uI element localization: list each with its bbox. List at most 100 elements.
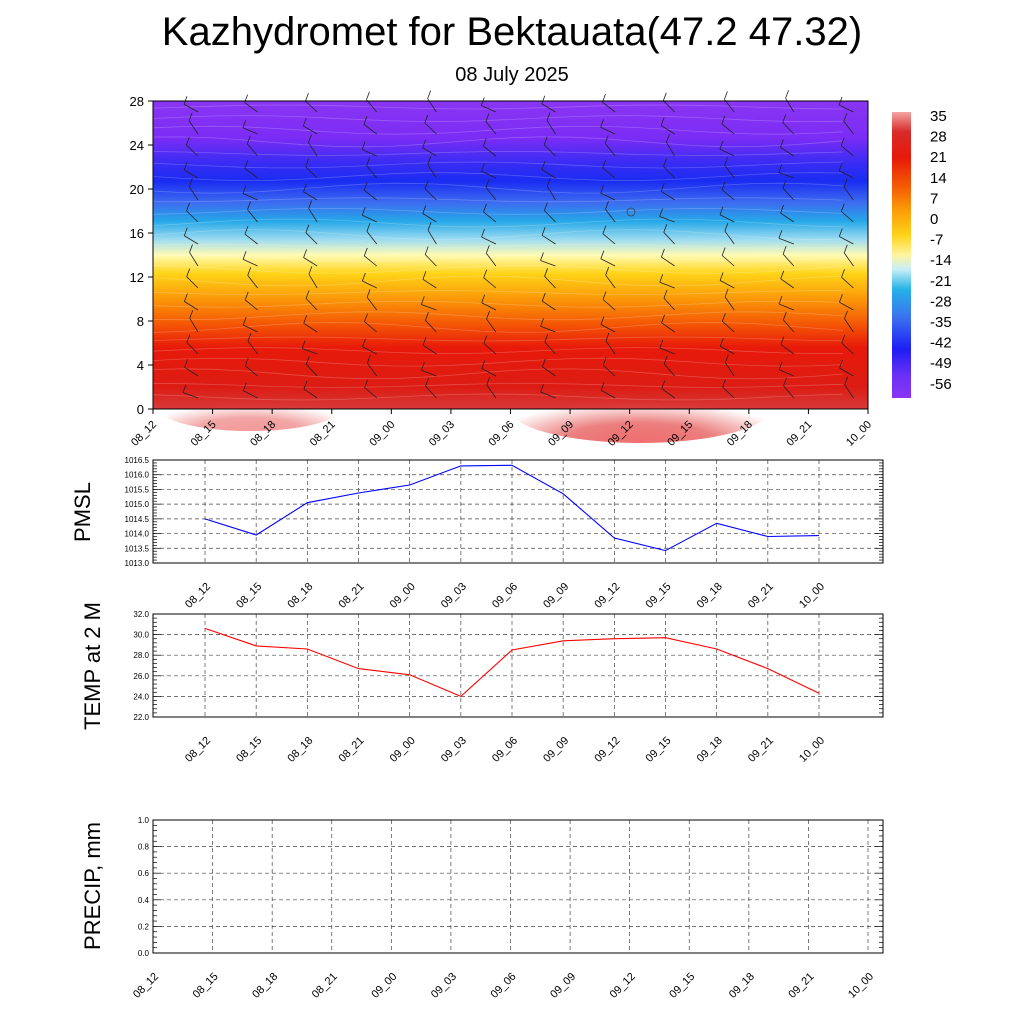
heatmap-contour	[152, 347, 843, 355]
wind-barb-flag	[305, 92, 309, 102]
wind-barb-flag	[242, 382, 247, 391]
wind-barb	[481, 302, 497, 311]
wind-barb-flag	[782, 180, 787, 189]
heatmap-contour	[152, 368, 844, 380]
heatmap-contour	[152, 218, 844, 228]
wind-barb	[425, 320, 437, 333]
wind-barb	[783, 385, 795, 399]
wind-barb-flag	[782, 245, 787, 255]
wind-barb	[841, 276, 854, 289]
wind-barb-flag	[544, 333, 549, 343]
precip-y-tick-label: 0.0	[138, 949, 150, 958]
heatmap-x-tick-label: 09_21	[784, 419, 814, 449]
wind-barb	[244, 299, 258, 311]
wind-barb-flag	[663, 224, 668, 233]
wind-barb-flag	[541, 95, 546, 104]
wind-barb	[543, 144, 556, 157]
wind-barb	[366, 99, 378, 113]
wind-barb	[301, 348, 318, 355]
wind-barb-flag	[362, 338, 366, 347]
wind-barb	[542, 300, 556, 311]
wind-barb	[186, 276, 199, 289]
wind-barb	[602, 233, 616, 245]
heatmap-y-tick-label: 20	[130, 182, 144, 197]
colorbar-label: -49	[930, 355, 952, 372]
precip-y-tick-label: 1.0	[138, 816, 150, 825]
wind-barb-flag	[544, 202, 548, 211]
wind-barb-flag	[604, 135, 609, 144]
pmsl-y-tick-label: 1014.0	[125, 530, 150, 539]
wind-barb-flag	[666, 134, 670, 143]
wind-barb	[427, 230, 437, 245]
wind-barb-flag	[422, 139, 426, 148]
wind-barb-flag	[605, 332, 610, 342]
wind-barb-flag	[780, 270, 785, 279]
wind-barb-flag	[302, 117, 307, 127]
wind-barb-flag	[422, 336, 427, 346]
heatmap-contour	[152, 172, 844, 182]
temp-2m-x-tick-label: 08_12	[183, 735, 213, 765]
wind-barb	[483, 277, 497, 289]
heatmap-y-tick-label: 12	[130, 270, 144, 285]
wind-barb	[363, 124, 377, 135]
wind-barb-flag	[183, 161, 188, 171]
heatmap-y-tick-label: 8	[137, 314, 144, 329]
wind-barb	[303, 191, 318, 201]
wind-barb	[839, 367, 854, 377]
wind-barb	[362, 280, 377, 289]
colorbar-label: 14	[930, 170, 947, 187]
precip-x-tick-label: 10_00	[846, 971, 876, 1001]
wind-barb	[188, 186, 199, 201]
temp-2m-x-tick-label: 10_00	[797, 735, 827, 765]
pmsl-y-tick-label: 1016.5	[125, 456, 150, 465]
wind-barb-flag	[721, 313, 726, 322]
wind-barb	[544, 341, 556, 355]
wind-barb-flag	[305, 158, 310, 168]
colorbar-label: 7	[930, 190, 938, 207]
wind-barb	[546, 186, 556, 201]
precip-y-tick-label: 0.6	[138, 869, 150, 878]
wind-barb	[303, 257, 318, 267]
wind-barb	[184, 366, 199, 377]
wind-barb	[605, 208, 616, 223]
wind-barb-flag	[605, 266, 610, 276]
heatmap-contour	[152, 275, 844, 287]
wind-barb-flag	[721, 181, 726, 190]
wind-barb	[843, 186, 854, 201]
wind-barb	[424, 254, 437, 267]
wind-barb-flag	[186, 202, 190, 212]
wind-barb-flag	[422, 271, 427, 280]
wind-barb-flag	[485, 179, 490, 188]
temp-2m-x-tick-label: 09_12	[592, 735, 622, 765]
wind-barb-flag	[485, 245, 490, 254]
heatmap-y-tick-label: 24	[130, 138, 144, 153]
wind-barb	[364, 255, 378, 267]
heatmap-contour	[152, 357, 844, 367]
wind-barb	[425, 385, 437, 399]
wind-barb-flag	[483, 269, 488, 278]
wind-barb-flag	[602, 159, 607, 169]
wind-barb-flag	[242, 185, 247, 194]
wind-barb	[782, 188, 795, 201]
wind-barb-flag	[185, 136, 190, 146]
temp-2m-series-line	[204, 627, 820, 698]
wind-barb	[186, 342, 199, 355]
precip-x-tick-label: 09_18	[727, 971, 757, 1001]
wind-barb	[247, 340, 258, 355]
wind-barb-flag	[783, 377, 787, 386]
wind-barb	[600, 389, 616, 399]
wind-barb	[661, 256, 675, 267]
heatmap-contour	[152, 136, 844, 148]
wind-barb	[305, 166, 318, 179]
wind-barb	[663, 166, 675, 179]
temp-2m-y-tick-label: 22.0	[133, 713, 149, 722]
pmsl-x-tick-label: 08_15	[234, 581, 264, 611]
wind-barb-flag	[188, 178, 193, 187]
wind-barb	[186, 144, 199, 157]
wind-barb	[600, 258, 616, 267]
wind-barb-flag	[724, 222, 729, 232]
wind-barb-flag	[843, 178, 848, 188]
wind-barb-flag	[366, 354, 371, 364]
precip-x-tick-label: 09_09	[548, 971, 578, 1001]
wind-barb-flag	[364, 379, 369, 388]
